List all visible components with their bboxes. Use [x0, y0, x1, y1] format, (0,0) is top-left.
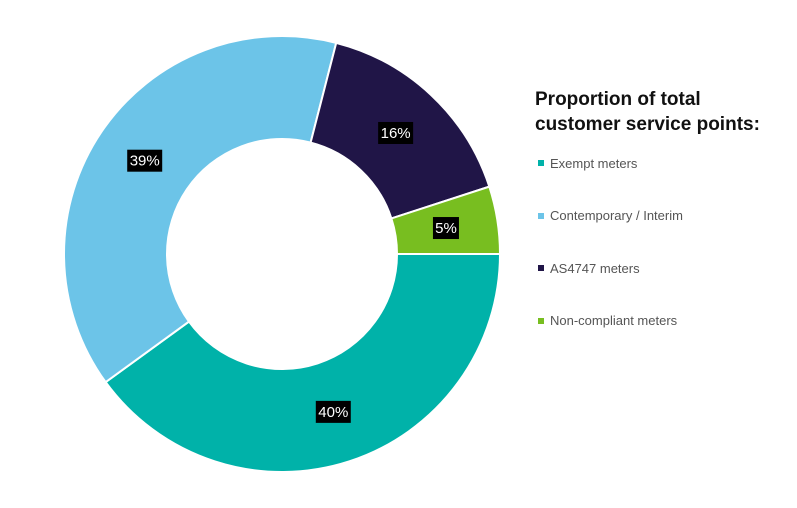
data-label: 16%	[381, 125, 411, 142]
legend-item: Exempt meters	[535, 137, 785, 190]
data-label: 5%	[435, 220, 457, 237]
data-label-box	[127, 149, 163, 172]
legend-label: Exempt meters	[550, 155, 638, 171]
data-label: 39%	[130, 153, 160, 170]
legend-swatch	[538, 265, 544, 272]
legend-label: Contemporary / Interim	[550, 208, 683, 224]
legend-item: Non-compliant meters	[535, 295, 785, 348]
legend-item: AS4747 meters	[535, 242, 785, 295]
data-label: 40%	[318, 404, 348, 421]
data-label-box	[378, 121, 414, 144]
data-label-box	[315, 400, 351, 423]
legend-title: Proportion of total customer service poi…	[535, 89, 760, 135]
legend-item: Contemporary / Interim	[535, 190, 785, 243]
data-label-box	[432, 217, 459, 240]
slice-exempt-meters	[104, 253, 502, 473]
legend-swatch	[538, 317, 544, 324]
legend-label: Non-compliant meters	[550, 313, 678, 329]
legend-swatch	[538, 212, 544, 219]
legend-swatch	[538, 160, 544, 167]
slice-contemporary-interim	[63, 35, 338, 384]
legend: Proportion of total customer service poi…	[535, 87, 785, 365]
legend-label: AS4747 meters	[550, 260, 640, 276]
